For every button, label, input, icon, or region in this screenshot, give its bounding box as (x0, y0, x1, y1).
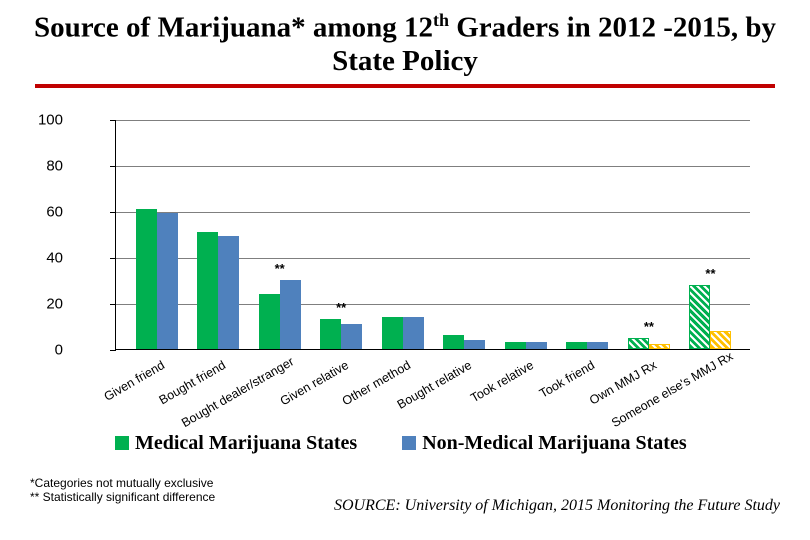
x-axis-label: Someone else's MMJ Rx (610, 358, 721, 430)
y-axis-label: 60 (25, 204, 63, 221)
y-axis-label: 0 (25, 342, 63, 359)
bar-medical (320, 319, 341, 349)
x-axis-label: Bought friend (117, 358, 228, 430)
bar-medical (689, 285, 710, 349)
x-axis-label: Took friend (486, 358, 597, 430)
legend: Medical Marijuana States Non-Medical Mar… (115, 432, 727, 455)
significance-marker: ** (275, 261, 285, 276)
bar-nonmedical (218, 236, 239, 349)
legend-item-nonmedical: Non-Medical Marijuana States (402, 432, 686, 455)
x-axis-label: Took relative (425, 358, 536, 430)
footnote-line: *Categories not mutually exclusive (30, 476, 215, 490)
bar-medical (259, 294, 280, 349)
significance-marker: ** (705, 266, 715, 281)
bar-nonmedical (157, 213, 178, 349)
bar-medical (628, 338, 649, 350)
bar-nonmedical (649, 344, 670, 349)
y-tick (110, 166, 116, 167)
bar-nonmedical (280, 280, 301, 349)
gridline (116, 212, 750, 213)
swatch-medical (115, 436, 129, 450)
y-axis-label: 80 (25, 158, 63, 175)
gridline (116, 120, 750, 121)
y-tick (110, 258, 116, 259)
y-tick (110, 350, 116, 351)
x-axis-label: Given relative (240, 358, 351, 430)
legend-label: Medical Marijuana States (135, 432, 357, 454)
bar-nonmedical (403, 317, 424, 349)
bar-medical (136, 209, 157, 349)
bar-nonmedical (710, 331, 731, 349)
significance-marker: ** (336, 300, 346, 315)
bar-chart: ******** 020406080100Given friendBought … (70, 120, 750, 375)
legend-label: Non-Medical Marijuana States (422, 432, 686, 454)
footnote-line: ** Statistically significant difference (30, 490, 215, 504)
gridline (116, 166, 750, 167)
bar-medical (505, 342, 526, 349)
footnote-source: SOURCE: University of Michigan, 2015 Mon… (334, 497, 780, 515)
bar-medical (382, 317, 403, 349)
bar-nonmedical (587, 342, 608, 349)
y-tick (110, 120, 116, 121)
x-axis-label: Own MMJ Rx (548, 358, 659, 430)
y-axis-label: 40 (25, 250, 63, 267)
plot-area: ** ** ** ** (115, 120, 750, 350)
bar-medical (443, 335, 464, 349)
bar-nonmedical (464, 340, 485, 349)
x-axis-label: Other method (302, 358, 413, 430)
page-title: Source of Marijuana* among 12th Graders … (0, 0, 810, 78)
bar-nonmedical (341, 324, 362, 349)
swatch-nonmedical (402, 436, 416, 450)
bar-medical (197, 232, 218, 349)
x-axis-label: Bought dealer/stranger (179, 358, 290, 430)
y-axis-label: 20 (25, 296, 63, 313)
significance-marker: ** (644, 319, 654, 334)
y-tick (110, 212, 116, 213)
y-tick (110, 304, 116, 305)
bar-nonmedical (526, 342, 547, 349)
bar-medical (566, 342, 587, 349)
title-rule (35, 84, 775, 88)
x-axis-label: Given friend (56, 358, 167, 430)
x-axis-label: Bought relative (363, 358, 474, 430)
footnote-left: *Categories not mutually exclusive ** St… (30, 476, 215, 505)
y-axis-label: 100 (25, 112, 63, 129)
legend-item-medical: Medical Marijuana States (115, 432, 357, 455)
